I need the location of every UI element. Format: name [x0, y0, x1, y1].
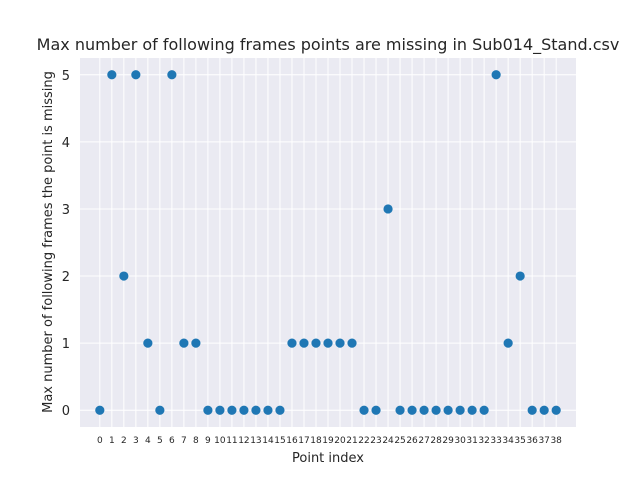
data-point — [179, 338, 189, 348]
y-tick-label: 1 — [62, 337, 70, 352]
x-tick-label: 38 — [550, 436, 562, 446]
x-tick-label: 29 — [442, 436, 454, 446]
x-tick-label: 3 — [133, 436, 139, 446]
data-point — [215, 405, 225, 415]
x-tick-label: 16 — [286, 436, 298, 446]
data-point — [299, 338, 309, 348]
data-point — [155, 405, 165, 415]
data-point — [539, 405, 549, 415]
data-point — [131, 70, 141, 80]
data-point — [191, 338, 201, 348]
data-point — [227, 405, 237, 415]
x-tick-label: 18 — [310, 436, 322, 446]
data-point — [167, 70, 177, 80]
x-tick-label: 0 — [97, 436, 103, 446]
data-point — [515, 271, 525, 281]
data-point — [239, 405, 249, 415]
data-point — [251, 405, 261, 415]
x-axis-label: Point index — [292, 451, 364, 466]
data-point — [311, 338, 321, 348]
data-point — [287, 338, 297, 348]
x-tick-label: 14 — [262, 436, 274, 446]
data-point — [95, 405, 105, 415]
x-tick-label: 35 — [514, 436, 525, 446]
x-tick-label: 11 — [226, 436, 237, 446]
x-tick-label: 15 — [274, 436, 285, 446]
x-tick-label: 25 — [394, 436, 405, 446]
x-tick-label: 12 — [238, 436, 249, 446]
x-tick-label: 10 — [214, 436, 226, 446]
y-tick-label: 2 — [62, 270, 70, 285]
x-tick-label: 22 — [358, 436, 369, 446]
x-tick-label: 27 — [418, 436, 429, 446]
x-tick-label: 36 — [526, 436, 538, 446]
chart-title: Max number of following frames points ar… — [37, 35, 620, 55]
data-point — [119, 271, 129, 281]
y-tick-label: 4 — [62, 136, 70, 151]
data-point — [203, 405, 213, 415]
x-tick-label: 24 — [382, 436, 394, 446]
x-tick-label: 8 — [193, 436, 199, 446]
data-point — [263, 405, 273, 415]
x-tick-label: 9 — [205, 436, 211, 446]
x-tick-label: 21 — [346, 436, 357, 446]
x-tick-label: 4 — [145, 436, 151, 446]
data-point — [443, 405, 453, 415]
x-tick-label: 1 — [109, 436, 115, 446]
x-tick-label: 33 — [490, 436, 501, 446]
data-point — [395, 405, 405, 415]
data-point — [323, 338, 333, 348]
x-tick-label: 37 — [538, 436, 549, 446]
x-tick-label: 32 — [478, 436, 489, 446]
data-point — [335, 338, 345, 348]
x-tick-label: 19 — [322, 436, 334, 446]
data-point — [455, 405, 465, 415]
y-tick-label: 0 — [62, 404, 70, 419]
data-point — [503, 338, 513, 348]
data-point — [347, 338, 357, 348]
data-point — [107, 70, 117, 80]
x-tick-label: 2 — [121, 436, 127, 446]
y-tick-label: 5 — [62, 69, 70, 84]
data-point — [431, 405, 441, 415]
x-tick-label: 7 — [181, 436, 187, 446]
x-tick-labels: 0 1 2 3 4 5 6 7 8 9 10 11 12 13 14 15 16 17 18 19 20 21 22 23 24… — [97, 436, 562, 446]
x-tick-label: 28 — [430, 436, 442, 446]
x-tick-label: 6 — [169, 436, 175, 446]
data-point — [491, 70, 501, 80]
x-tick-label: 20 — [334, 436, 346, 446]
x-tick-label: 26 — [406, 436, 418, 446]
data-point — [275, 405, 285, 415]
data-point — [359, 405, 369, 415]
data-point — [551, 405, 561, 415]
grid-lines — [80, 58, 576, 427]
data-point — [467, 405, 477, 415]
x-tick-label: 5 — [157, 436, 163, 446]
x-tick-label: 31 — [466, 436, 477, 446]
data-point — [419, 405, 429, 415]
data-point — [527, 405, 537, 415]
data-point — [143, 338, 153, 348]
data-point — [407, 405, 417, 415]
y-axis-label: Max number of following frames the point… — [41, 71, 56, 413]
x-tick-label: 34 — [502, 436, 514, 446]
data-points — [95, 70, 561, 415]
y-tick-label: 3 — [62, 203, 70, 218]
y-tick-labels: 0 1 2 3 4 5 — [62, 69, 70, 419]
data-point — [371, 405, 381, 415]
x-tick-label: 23 — [370, 436, 381, 446]
x-tick-label: 17 — [298, 436, 309, 446]
data-point — [383, 204, 393, 214]
x-tick-label: 30 — [454, 436, 466, 446]
x-tick-label: 13 — [250, 436, 261, 446]
data-point — [479, 405, 489, 415]
